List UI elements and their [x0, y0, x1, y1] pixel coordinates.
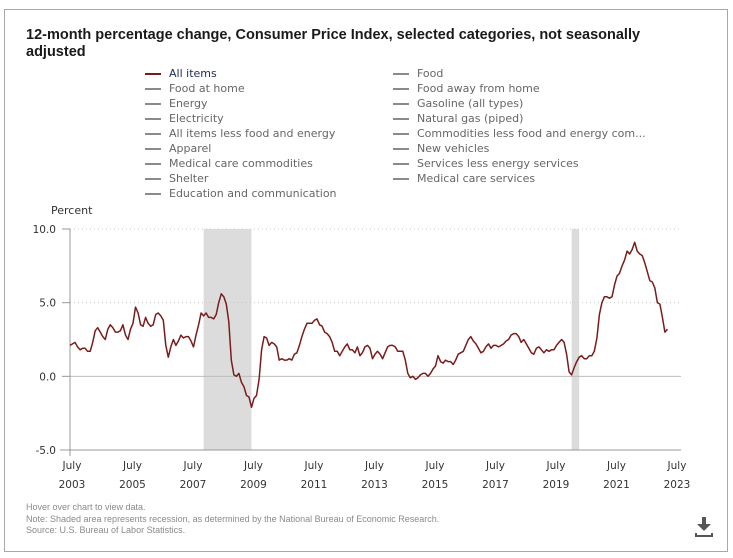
legend-label: Gasoline (all types) — [417, 97, 524, 110]
legend-item[interactable]: Food at home — [145, 81, 337, 96]
legend-item[interactable]: New vehicles — [393, 141, 646, 156]
x-tick-label-year: 2015 — [422, 479, 449, 491]
legend-label: Electricity — [169, 112, 224, 125]
legend-item[interactable]: Commodities less food and energy com... — [393, 126, 646, 141]
x-tick-label-year: 2019 — [543, 479, 570, 491]
legend-label: Food — [417, 67, 444, 80]
legend-line-swatch-icon — [393, 147, 409, 150]
axes-layer — [60, 228, 681, 456]
recession-band — [571, 229, 580, 450]
legend-label: Food at home — [169, 82, 245, 95]
legend-line-swatch-icon — [145, 192, 161, 195]
gridlines-layer — [70, 228, 681, 377]
legend-line-swatch-icon — [145, 147, 161, 150]
x-tick-label-month: July — [122, 460, 142, 472]
x-tick-label-year: 2003 — [59, 479, 86, 491]
legend-label: Education and communication — [169, 187, 337, 200]
x-tick-label-year: 2005 — [119, 479, 146, 491]
legend-line-swatch-icon — [145, 72, 161, 75]
y-tick-label: 10.0 — [33, 224, 56, 236]
legend-item[interactable]: Medical care commodities — [145, 156, 337, 171]
legend-item[interactable]: Gasoline (all types) — [393, 96, 646, 111]
series-layer — [69, 241, 668, 409]
download-icon — [695, 517, 713, 537]
x-tick-label-month: July — [485, 460, 505, 472]
legend-line-swatch-icon — [145, 117, 161, 120]
legend-line-swatch-icon — [145, 162, 161, 165]
chart-container — [4, 9, 728, 552]
series-line-all-items — [69, 241, 668, 409]
legend-line-swatch-icon — [145, 177, 161, 180]
legend-right-column: Food Food away from home Gasoline (all typ… — [393, 66, 646, 186]
y-tick-label: 5.0 — [39, 298, 56, 310]
legend-line-swatch-icon — [145, 132, 161, 135]
legend-label: Commodities less food and energy com... — [417, 127, 646, 140]
legend-item[interactable]: Food — [393, 66, 646, 81]
legend-line-swatch-icon — [145, 87, 161, 90]
legend-label: Services less energy services — [417, 157, 579, 170]
legend-label: All items less food and energy — [169, 127, 336, 140]
y-axis-label: Percent — [51, 204, 93, 217]
legend-item[interactable]: Medical care services — [393, 171, 646, 186]
x-tick-label-month: July — [243, 460, 263, 472]
legend-line-swatch-icon — [393, 117, 409, 120]
x-tick-label-year: 2009 — [240, 479, 267, 491]
recession-band — [203, 229, 252, 450]
recession-note: Note: Shaded area represents recession, … — [26, 513, 440, 524]
legend-label: Shelter — [169, 172, 209, 185]
legend-label: New vehicles — [417, 142, 490, 155]
chart-title: 12-month percentage change, Consumer Pri… — [26, 27, 641, 60]
hover-note: Hover over chart to view data. — [26, 502, 146, 512]
chart-footer: Hover over chart to view data. Note: Sha… — [26, 502, 439, 537]
legend-line-swatch-icon — [393, 102, 409, 105]
legend-item[interactable]: All items less food and energy — [145, 126, 337, 141]
x-tick-label-year: 2013 — [361, 479, 388, 491]
legend-line-swatch-icon — [393, 87, 409, 90]
x-tick-label-month: July — [425, 460, 445, 472]
y-tick-label: 0.0 — [39, 371, 56, 383]
x-tick-label-month: July — [62, 460, 82, 472]
legend-label: Energy — [169, 97, 208, 110]
legend-line-swatch-icon — [393, 177, 409, 180]
legend-label: Natural gas (piped) — [417, 112, 524, 125]
y-tick-label: -5.0 — [36, 445, 57, 457]
x-tick-label-year: 2011 — [301, 479, 328, 491]
legend-item[interactable]: Apparel — [145, 141, 337, 156]
source-note: Source: U.S. Bureau of Labor Statistics. — [26, 525, 186, 535]
legend-label: Medical care commodities — [169, 157, 313, 170]
x-tick-label-month: July — [304, 460, 324, 472]
legend-left-column: All items Food at home Energy Electricity Al… — [145, 66, 337, 201]
x-tick-label-month: July — [606, 460, 626, 472]
legend-line-swatch-icon — [393, 72, 409, 75]
x-tick-label-month: July — [183, 460, 203, 472]
legend-item[interactable]: Energy — [145, 96, 337, 111]
legend-label: Apparel — [169, 142, 212, 155]
legend-item[interactable]: All items — [145, 66, 337, 81]
x-tick-label-month: July — [546, 460, 566, 472]
legend-item[interactable]: Food away from home — [393, 81, 646, 96]
legend-item[interactable]: Shelter — [145, 171, 337, 186]
legend-line-swatch-icon — [393, 132, 409, 135]
x-tick-label-year: 2023 — [664, 479, 691, 491]
legend-label: Food away from home — [417, 82, 540, 95]
x-tick-label-year: 2017 — [482, 479, 509, 491]
x-tick-label-month: July — [667, 460, 687, 472]
x-tick-label-month: July — [364, 460, 384, 472]
y-tick-labels: 10.0 5.0 0.0 -5.0 — [33, 224, 56, 457]
legend-item[interactable]: Natural gas (piped) — [393, 111, 646, 126]
x-tick-label-year: 2007 — [180, 479, 207, 491]
legend-item[interactable]: Education and communication — [145, 186, 337, 201]
x-tick-labels: July 2003 July 2005 July 2007 July 2009 July 2011… — [59, 460, 691, 491]
legend-label: Medical care services — [417, 172, 536, 185]
legend-item[interactable]: Services less energy services — [393, 156, 646, 171]
download-button[interactable] — [692, 514, 716, 538]
x-tick-label-year: 2021 — [603, 479, 630, 491]
legend-item[interactable]: Electricity — [145, 111, 337, 126]
legend-label: All items — [169, 67, 217, 80]
legend-line-swatch-icon — [145, 102, 161, 105]
legend-line-swatch-icon — [393, 162, 409, 165]
recession-shading-layer — [203, 229, 580, 450]
